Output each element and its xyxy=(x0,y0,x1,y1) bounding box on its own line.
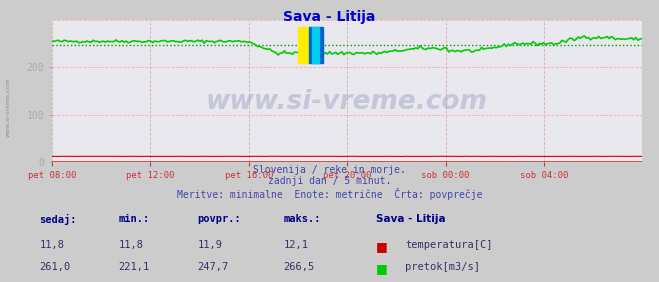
Text: maks.:: maks.: xyxy=(283,214,321,224)
Text: 261,0: 261,0 xyxy=(40,262,71,272)
Text: www.si-vreme.com: www.si-vreme.com xyxy=(206,89,488,115)
Text: temperatura[C]: temperatura[C] xyxy=(405,240,493,250)
Text: 12,1: 12,1 xyxy=(283,240,308,250)
Bar xyxy=(308,27,324,63)
Text: 11,9: 11,9 xyxy=(198,240,223,250)
Text: Slovenija / reke in morje.: Slovenija / reke in morje. xyxy=(253,165,406,175)
Text: ■: ■ xyxy=(376,262,387,275)
Text: pretok[m3/s]: pretok[m3/s] xyxy=(405,262,480,272)
Text: Sava - Litija: Sava - Litija xyxy=(376,214,445,224)
Text: 11,8: 11,8 xyxy=(40,240,65,250)
Text: povpr.:: povpr.: xyxy=(198,214,241,224)
Text: sedaj:: sedaj: xyxy=(40,214,77,225)
Text: www.si-vreme.com: www.si-vreme.com xyxy=(5,78,11,137)
Text: Sava - Litija: Sava - Litija xyxy=(283,10,376,24)
Text: zadnji dan / 5 minut.: zadnji dan / 5 minut. xyxy=(268,176,391,186)
Text: ■: ■ xyxy=(376,240,387,253)
Text: min.:: min.: xyxy=(119,214,150,224)
Text: 247,7: 247,7 xyxy=(198,262,229,272)
Bar xyxy=(298,27,313,63)
Text: 221,1: 221,1 xyxy=(119,262,150,272)
Bar xyxy=(312,27,319,63)
Text: 11,8: 11,8 xyxy=(119,240,144,250)
Text: 266,5: 266,5 xyxy=(283,262,314,272)
Text: Meritve: minimalne  Enote: metrične  Črta: povprečje: Meritve: minimalne Enote: metrične Črta:… xyxy=(177,188,482,200)
